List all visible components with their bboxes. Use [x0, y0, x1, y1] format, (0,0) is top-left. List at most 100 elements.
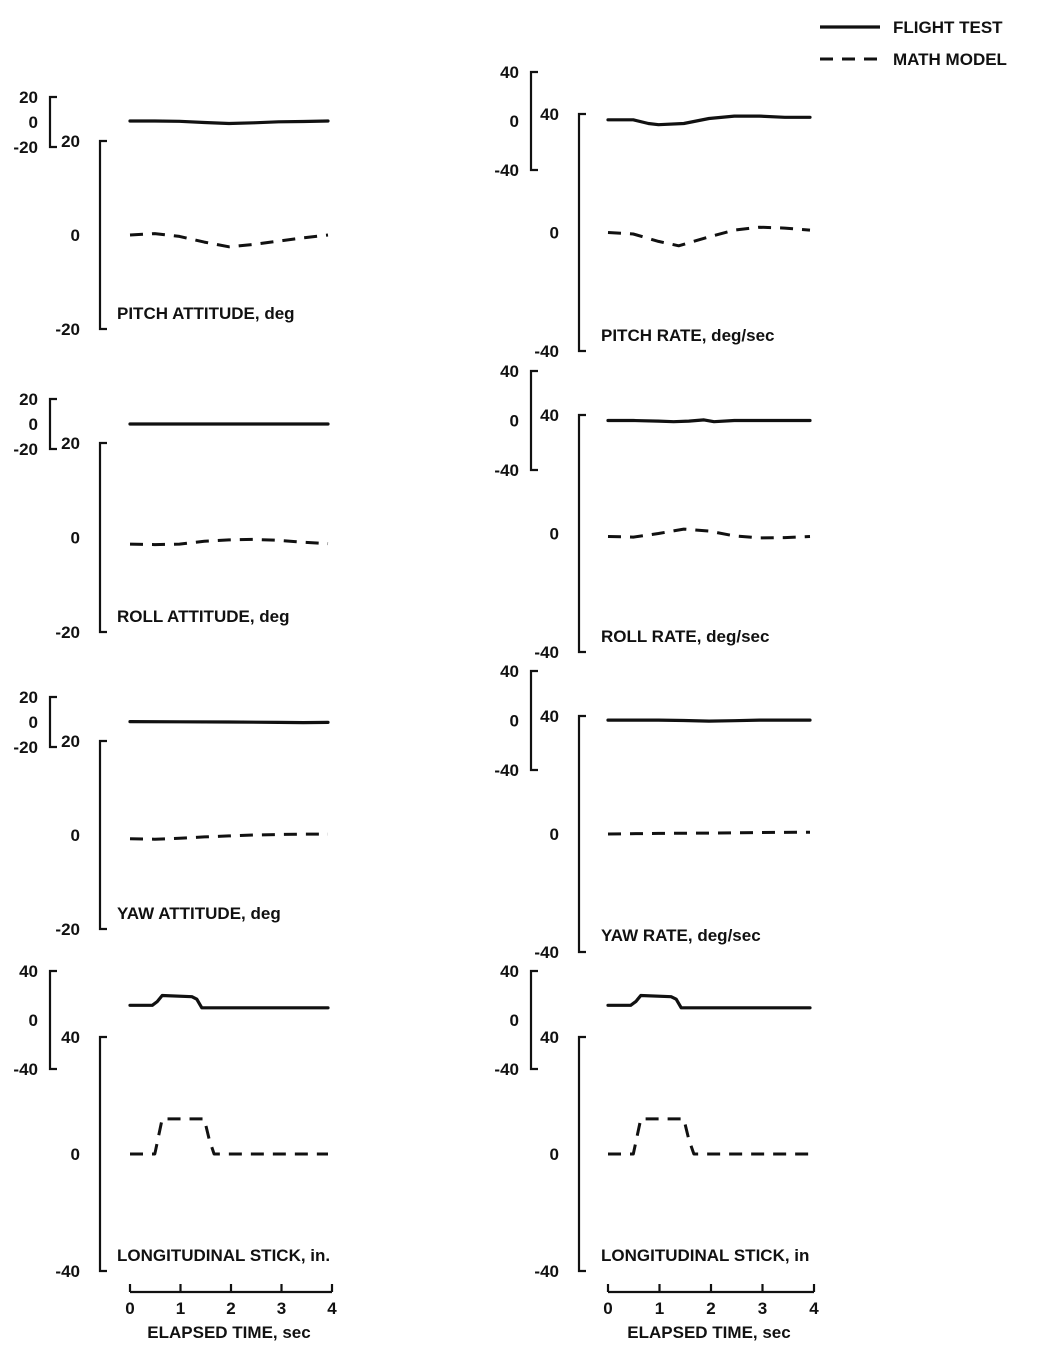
math-model-axis-tick-label: -20 [55, 623, 80, 642]
math-model-line [130, 1117, 328, 1156]
flight-test-axis-tick-label: -40 [494, 461, 519, 480]
flight-test-axis-tick-label: 0 [510, 712, 519, 731]
math-model-line [607, 527, 811, 540]
flight-test-axis-tick-label: -40 [494, 161, 519, 180]
legend-flight-test-label: FLIGHT TEST [893, 18, 1003, 37]
panel-roll-attitude: 20 0 -20 20 0 -20 ROLL ATTITUDE, deg [13, 390, 330, 642]
time-axis-tick-label: 1 [176, 1299, 185, 1318]
math-model-axis-tick-label: 0 [550, 525, 559, 544]
math-model-line [129, 832, 328, 841]
panel-longitudinal-stick-right: 40 0 -40 40 0 -40 LONGITUDINAL STICK, in [494, 962, 812, 1281]
flight-test-axis-line [529, 70, 538, 172]
flight-test-axis-tick-label: 0 [29, 415, 38, 434]
panel-title: YAW RATE, deg/sec [601, 926, 761, 945]
time-axis-label: ELAPSED TIME, sec [627, 1323, 790, 1342]
math-model-axis-tick-label: 40 [540, 105, 559, 124]
math-model-axis-line [577, 1035, 586, 1273]
flight-test-axis-line [529, 669, 538, 772]
time-axis-tick-label: 0 [125, 1299, 134, 1318]
flight-test-line [606, 993, 812, 1010]
math-model-axis-line [98, 1035, 107, 1273]
time-axis-left: 0 1 2 3 4 ELAPSED TIME, sec [125, 1284, 337, 1342]
math-model-axis-line [98, 139, 107, 331]
flight-test-axis-tick-label: -40 [494, 1060, 519, 1079]
math-model-axis-tick-label: 20 [61, 732, 80, 751]
panel-title: YAW ATTITUDE, deg [117, 904, 281, 923]
panel-yaw-attitude: 20 0 -20 20 0 -20 YAW ATTITUDE, deg [13, 688, 330, 939]
math-model-axis-tick-label: 0 [550, 224, 559, 243]
math-model-axis-tick-label: 40 [540, 1028, 559, 1047]
math-model-axis-tick-label: -40 [55, 1262, 80, 1281]
math-model-axis-tick-label: 0 [71, 826, 80, 845]
flight-test-axis-tick-label: 20 [19, 688, 38, 707]
time-axis-tick-label: 2 [226, 1299, 235, 1318]
flight-test-axis-line [48, 95, 57, 149]
flight-test-axis-tick-label: -40 [13, 1060, 38, 1079]
flight-test-axis-tick-label: 20 [19, 88, 38, 107]
math-model-axis-line [577, 714, 586, 954]
math-model-axis-tick-label: 40 [61, 1028, 80, 1047]
panel-yaw-rate: 40 0 -40 40 0 -40 YAW RATE, deg/sec [494, 662, 812, 962]
flight-test-axis-tick-label: 0 [29, 713, 38, 732]
time-axis-tick-label: 0 [603, 1299, 612, 1318]
flight-test-axis-tick-label: 40 [500, 63, 519, 82]
legend-math-model-label: MATH MODEL [893, 50, 1007, 69]
math-model-axis-line [577, 112, 586, 353]
panel-longitudinal-stick-left: 40 0 -40 40 0 -40 LONGITUDINAL STICK, in. [13, 962, 330, 1281]
flight-test-axis-tick-label: 0 [510, 112, 519, 131]
time-axis-right: 0 1 2 3 4 ELAPSED TIME, sec [603, 1284, 819, 1342]
flight-test-axis-line [529, 369, 538, 472]
math-model-line [129, 537, 329, 547]
panel-title: LONGITUDINAL STICK, in. [117, 1246, 330, 1265]
math-model-axis-tick-label: 0 [71, 226, 80, 245]
panel-title: ROLL ATTITUDE, deg [117, 607, 290, 626]
math-model-axis-line [577, 413, 586, 654]
flight-test-axis-tick-label: 0 [510, 1011, 519, 1030]
flight-test-axis-tick-label: -20 [13, 738, 38, 757]
panel-title: LONGITUDINAL STICK, in [601, 1246, 809, 1265]
flight-test-axis-tick-label: 40 [500, 962, 519, 981]
math-model-axis-tick-label: -20 [55, 320, 80, 339]
time-axis-label: ELAPSED TIME, sec [147, 1323, 310, 1342]
flight-test-axis-tick-label: 20 [19, 390, 38, 409]
math-model-axis-tick-label: -40 [534, 1262, 559, 1281]
math-model-axis-tick-label: 40 [540, 406, 559, 425]
math-model-axis-tick-label: 0 [550, 1145, 559, 1164]
flight-test-axis-line [48, 969, 57, 1071]
flight-test-axis-tick-label: 0 [510, 412, 519, 431]
math-model-axis-line [98, 739, 107, 931]
math-model-axis-tick-label: 20 [61, 132, 80, 151]
math-model-axis-tick-label: -40 [534, 943, 559, 962]
flight-test-axis-tick-label: -20 [13, 440, 38, 459]
math-model-line [607, 225, 811, 248]
flight-test-axis-tick-label: 40 [500, 362, 519, 381]
math-model-axis-tick-label: -20 [55, 920, 80, 939]
panel-title: ROLL RATE, deg/sec [601, 627, 769, 646]
flight-test-line [128, 720, 330, 725]
panel-pitch-rate: 40 0 -40 40 0 -40 PITCH RATE, deg/sec [494, 63, 812, 361]
panel-pitch-attitude: 20 0 -20 20 0 -20 PITCH ATTITUDE, deg [13, 88, 330, 339]
math-model-line [607, 830, 811, 836]
flight-test-line [128, 119, 330, 126]
time-axis-tick-label: 4 [809, 1299, 819, 1318]
math-model-axis-tick-label: -40 [534, 342, 559, 361]
flight-test-line [606, 718, 812, 723]
math-model-axis-tick-label: 0 [71, 529, 80, 548]
flight-test-axis-tick-label: -40 [494, 761, 519, 780]
flight-test-axis-tick-label: 0 [29, 1011, 38, 1030]
time-axis-tick-label: 1 [655, 1299, 664, 1318]
math-model-axis-tick-label: 0 [550, 825, 559, 844]
flight-test-line [128, 993, 330, 1010]
math-model-axis-tick-label: 0 [71, 1145, 80, 1164]
time-axis-tick-label: 3 [277, 1299, 286, 1318]
flight-test-axis-line [48, 695, 57, 749]
flight-test-line [606, 114, 812, 127]
flight-test-axis-tick-label: 0 [29, 113, 38, 132]
flight-test-axis-line [529, 969, 538, 1071]
math-model-axis-tick-label: -40 [534, 643, 559, 662]
legend: FLIGHT TEST MATH MODEL [820, 18, 1007, 69]
math-model-axis-line [98, 441, 107, 634]
flight-test-axis-tick-label: 40 [500, 662, 519, 681]
flight-test-axis-tick-label: 40 [19, 962, 38, 981]
